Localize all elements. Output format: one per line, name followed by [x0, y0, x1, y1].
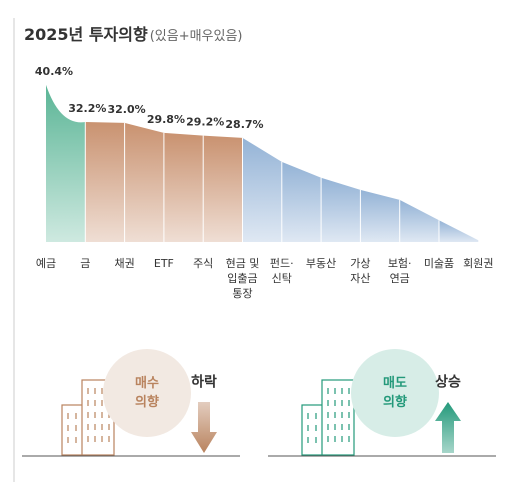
- trend-label: 하락: [191, 374, 217, 391]
- x-tick-label: 회원권: [463, 257, 494, 270]
- value-label: 29.8%: [147, 113, 185, 126]
- trend-arrow: [191, 402, 217, 453]
- area-segment: [124, 122, 164, 242]
- buildings: [301, 379, 355, 456]
- area-segment: [439, 220, 479, 242]
- x-tick-label: ETF: [153, 257, 174, 270]
- circle-badge: [103, 349, 191, 437]
- x-tick-label: 부동산: [305, 257, 337, 270]
- area-segment: [399, 199, 439, 242]
- x-tick-label: 보험· 연금: [387, 257, 412, 285]
- value-label: 28.7%: [225, 118, 263, 131]
- trend-label: 상승: [435, 374, 461, 391]
- circle-label: 매도 의향: [383, 376, 407, 410]
- x-tick-label: 금: [80, 257, 91, 270]
- x-tick-label: 채권: [114, 257, 135, 270]
- circle-label: 매수 의향: [135, 376, 159, 410]
- area-segment: [360, 189, 400, 242]
- area-segment: [163, 132, 204, 242]
- area-segment: [203, 135, 243, 242]
- x-tick-label: 펀드· 신탁: [269, 257, 294, 285]
- x-tick-label: 가상 자산: [350, 257, 371, 285]
- area-segment: [242, 137, 282, 242]
- circle-badge: [351, 349, 439, 437]
- x-tick-label: 미술품: [423, 257, 455, 270]
- area-segment: [281, 161, 322, 242]
- value-label: 32.0%: [108, 103, 146, 116]
- value-label: 29.2%: [186, 116, 224, 129]
- x-tick-label: 현금 및 입출금 통장: [225, 257, 260, 300]
- area-segment: [85, 122, 125, 242]
- x-tick-label: 주식: [193, 257, 214, 270]
- area-segment: [321, 177, 361, 242]
- value-label: 32.2%: [68, 102, 106, 115]
- trend-arrow: [435, 402, 461, 453]
- chart-title: 2025년 투자의향 (있음+매우있음): [24, 25, 243, 44]
- area-segment: [46, 84, 86, 242]
- value-label: 40.4%: [35, 65, 73, 78]
- x-tick-label: 예금: [35, 257, 57, 270]
